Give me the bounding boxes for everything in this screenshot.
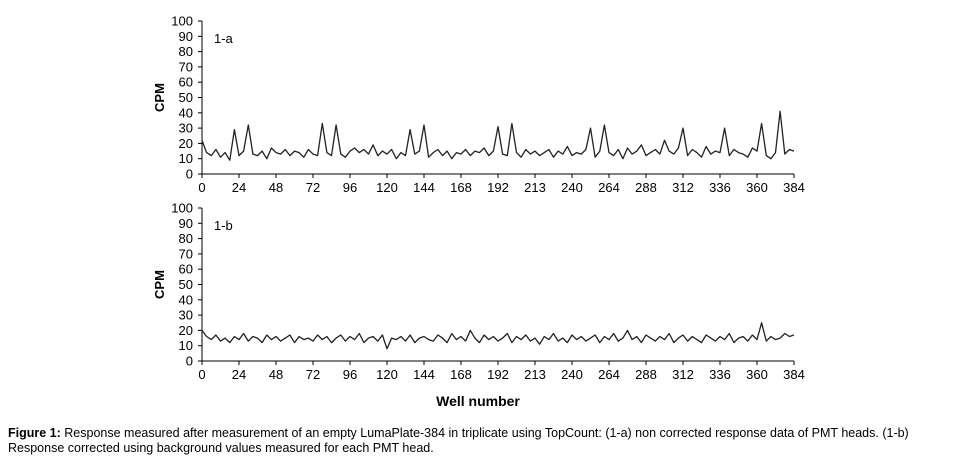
x-tick-label: 96 <box>343 367 357 382</box>
x-tick-label: 384 <box>783 367 805 382</box>
y-tick-label: 70 <box>179 246 193 261</box>
x-tick-label: 240 <box>561 367 583 382</box>
series-line <box>201 110 795 161</box>
x-tick-label: 48 <box>269 180 283 195</box>
y-tick-label: 100 <box>171 201 193 216</box>
x-tick-label: 288 <box>635 367 657 382</box>
x-tick-label: 384 <box>783 180 805 195</box>
y-tick-label: 40 <box>179 105 193 120</box>
x-tick-label: 144 <box>413 367 435 382</box>
y-tick-label: 0 <box>186 167 193 182</box>
x-tick-label: 0 <box>198 367 205 382</box>
y-tick-label: 100 <box>171 14 193 29</box>
x-tick-label: 24 <box>232 180 246 195</box>
y-tick-label: 20 <box>179 323 193 338</box>
x-axis-label: Well number <box>436 393 520 409</box>
x-tick-label: 96 <box>343 180 357 195</box>
y-axis-label: CPM <box>152 270 167 299</box>
y-tick-label: 10 <box>179 151 193 166</box>
y-tick-label: 70 <box>179 59 193 74</box>
x-tick-label: 288 <box>635 180 657 195</box>
caption-label: Figure 1: <box>8 426 61 440</box>
x-tick-label: 360 <box>746 367 768 382</box>
x-tick-label: 24 <box>232 367 246 382</box>
x-tick-label: 336 <box>709 180 731 195</box>
y-tick-label: 0 <box>186 354 193 369</box>
caption-text: Response measured after measurement of a… <box>8 426 909 455</box>
figure-caption: Figure 1: Response measured after measur… <box>8 426 952 456</box>
x-tick-label: 264 <box>598 367 620 382</box>
series-line <box>201 322 795 350</box>
x-tick-label: 72 <box>306 180 320 195</box>
y-tick-label: 30 <box>179 308 193 323</box>
y-tick-label: 20 <box>179 136 193 151</box>
x-tick-label: 213 <box>524 367 546 382</box>
x-tick-label: 48 <box>269 367 283 382</box>
y-tick-label: 80 <box>179 44 193 59</box>
x-tick-label: 312 <box>672 367 694 382</box>
x-tick-label: 240 <box>561 180 583 195</box>
x-tick-label: 120 <box>376 180 398 195</box>
x-tick-label: 0 <box>198 180 205 195</box>
y-tick-label: 90 <box>179 29 193 44</box>
panel-label: 1-a <box>214 31 234 46</box>
x-tick-label: 213 <box>524 180 546 195</box>
y-tick-label: 50 <box>179 90 193 105</box>
y-tick-label: 80 <box>179 231 193 246</box>
y-tick-label: 90 <box>179 216 193 231</box>
x-tick-label: 360 <box>746 180 768 195</box>
y-tick-label: 60 <box>179 75 193 90</box>
x-tick-label: 192 <box>487 180 509 195</box>
x-tick-label: 312 <box>672 180 694 195</box>
x-tick-label: 120 <box>376 367 398 382</box>
y-tick-label: 60 <box>179 262 193 277</box>
y-tick-label: 10 <box>179 338 193 353</box>
x-tick-label: 168 <box>450 180 472 195</box>
x-tick-label: 168 <box>450 367 472 382</box>
y-tick-label: 30 <box>179 121 193 136</box>
x-tick-label: 264 <box>598 180 620 195</box>
y-axis-label: CPM <box>152 83 167 112</box>
y-tick-label: 40 <box>179 292 193 307</box>
x-tick-label: 336 <box>709 367 731 382</box>
x-tick-label: 192 <box>487 367 509 382</box>
y-tick-label: 50 <box>179 277 193 292</box>
x-tick-label: 144 <box>413 180 435 195</box>
panel-label: 1-b <box>214 218 233 233</box>
x-tick-label: 72 <box>306 367 320 382</box>
